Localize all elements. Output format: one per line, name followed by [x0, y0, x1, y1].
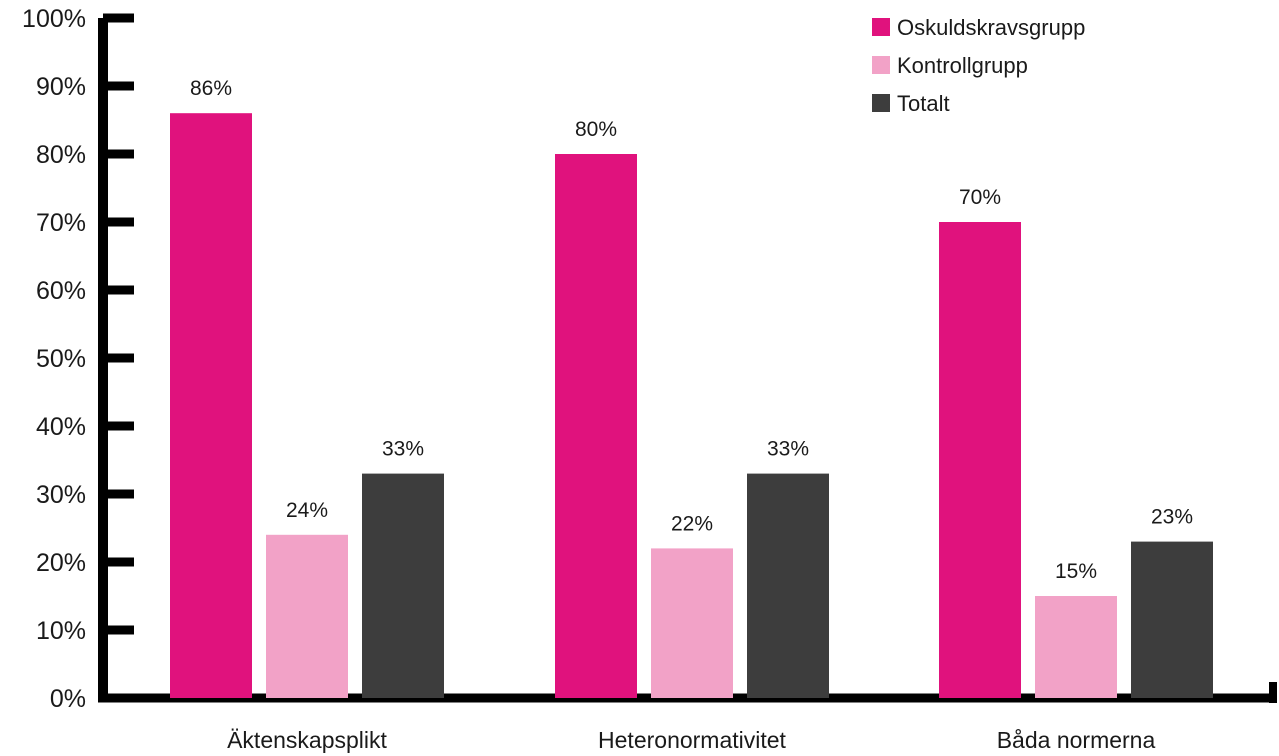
bar-value-label: 33% — [767, 438, 809, 461]
bar — [170, 113, 252, 698]
bar — [1035, 596, 1117, 698]
legend-label: Oskuldskravsgrupp — [897, 15, 1085, 40]
y-tick-label: 60% — [36, 277, 86, 305]
y-tick-label: 90% — [36, 73, 86, 101]
bar-value-label: 22% — [671, 512, 713, 535]
legend-swatch — [872, 18, 890, 36]
category-label: Heteronormativitet — [598, 727, 787, 753]
y-tick-label: 40% — [36, 413, 86, 441]
y-tick-label: 80% — [36, 141, 86, 169]
bar-value-label: 70% — [959, 186, 1001, 209]
bar — [555, 154, 637, 698]
bar-value-label: 15% — [1055, 560, 1097, 583]
legend-label: Kontrollgrupp — [897, 53, 1028, 78]
y-tick-label: 10% — [36, 617, 86, 645]
y-tick-label: 20% — [36, 549, 86, 577]
bar — [266, 534, 348, 698]
y-tick-label: 30% — [36, 481, 86, 509]
legend-swatch — [872, 56, 890, 74]
bar — [651, 548, 733, 698]
bar — [1131, 541, 1213, 698]
category-label: Äktenskapsplikt — [227, 727, 387, 753]
legend-label: Totalt — [897, 91, 950, 116]
category-label: Båda normerna — [997, 727, 1156, 753]
y-tick-label: 70% — [36, 209, 86, 237]
bar-value-label: 23% — [1151, 506, 1193, 529]
bar — [747, 473, 829, 698]
bar-value-label: 33% — [382, 438, 424, 461]
bar — [939, 222, 1021, 698]
bar-value-label: 86% — [190, 77, 232, 100]
y-tick-label: 100% — [22, 5, 86, 33]
legend-swatch — [872, 94, 890, 112]
bar-value-label: 24% — [286, 499, 328, 522]
bar-value-label: 80% — [575, 118, 617, 141]
bar — [362, 473, 444, 698]
y-tick-label: 50% — [36, 345, 86, 373]
y-tick-label: 0% — [50, 685, 86, 713]
